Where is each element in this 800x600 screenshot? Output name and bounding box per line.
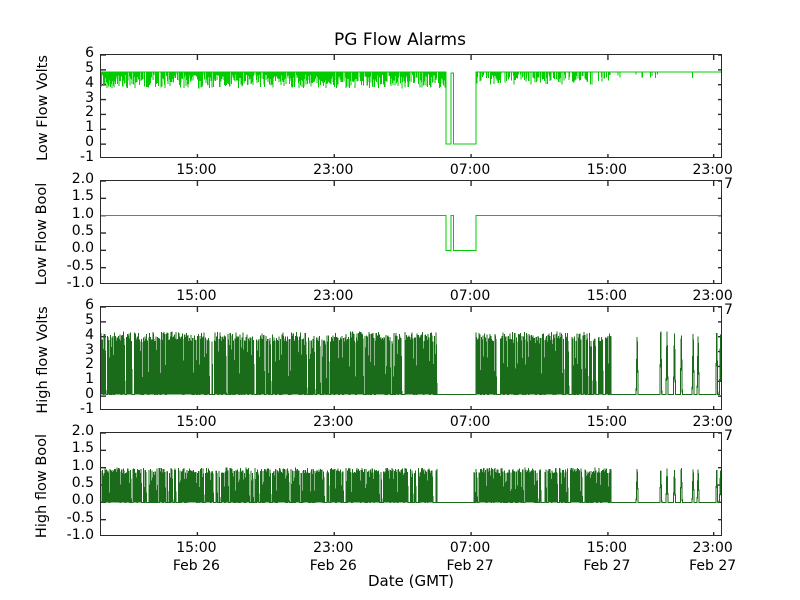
y-tick-label: 0.0 xyxy=(71,492,94,509)
y-tick-label: 5 xyxy=(85,59,94,76)
x-tick-time-label: 23:00 xyxy=(692,162,733,178)
x-tick-date-label: Feb 26 xyxy=(172,558,220,574)
y-tick-label: 2 xyxy=(85,104,94,121)
y-tick-label: -1.0 xyxy=(66,275,94,291)
y-tick-label: 6 xyxy=(85,297,94,313)
x-tick-time-label: 15:00 xyxy=(176,414,217,430)
y-tick-label: 4 xyxy=(85,74,94,91)
x-tick-time-label: 23:00 xyxy=(313,162,354,178)
subplot-low-flow-volts xyxy=(100,54,722,158)
y-tick-label: 2 xyxy=(85,356,94,373)
y-tick-label: 1.0 xyxy=(71,205,94,222)
x-tick-time-label: 15:00 xyxy=(586,414,628,430)
x-tick-time-label: 23:00 xyxy=(313,540,354,556)
x-tick-time-label: 23:00 xyxy=(692,540,733,556)
subplot-low-flow-bool xyxy=(100,180,722,284)
y-tick-label: 0.5 xyxy=(71,223,94,239)
subplot-high-flow-volts xyxy=(100,306,722,410)
y-tick-label: -1 xyxy=(80,401,94,417)
y-tick-label: 0.0 xyxy=(71,240,94,257)
y-tick-label: -1.0 xyxy=(66,527,94,543)
x-axis-label: Date (GMT) xyxy=(367,572,455,590)
y-tick-label: 0 xyxy=(85,386,94,403)
y-tick-label: 2.0 xyxy=(71,423,94,439)
x-tick-time-label: 23:00 xyxy=(313,414,354,430)
y-tick-label: -0.5 xyxy=(66,509,94,526)
y-tick-label: 1.5 xyxy=(71,440,94,457)
x-tick-time-label: 23:00 xyxy=(692,288,733,304)
x-tick-time-label: 07:00 xyxy=(449,540,491,556)
subplot-4-offset-text: 7 xyxy=(724,428,733,444)
x-tick-time-label: 15:00 xyxy=(586,162,628,178)
x-tick-date-label: Feb 27 xyxy=(689,558,737,574)
x-tick-time-label: 07:00 xyxy=(449,414,491,430)
subplot-3-offset-text: 7 xyxy=(724,302,733,318)
x-tick-time-label: 15:00 xyxy=(586,540,628,556)
x-tick-time-label: 15:00 xyxy=(176,162,217,178)
x-tick-time-label: 23:00 xyxy=(313,288,354,304)
x-tick-time-label: 07:00 xyxy=(449,162,491,178)
x-tick-time-label: 23:00 xyxy=(692,414,733,430)
y-tick-label: 1.0 xyxy=(71,457,94,474)
x-tick-time-label: 07:00 xyxy=(449,288,491,304)
y-tick-label: 3 xyxy=(85,89,94,106)
series-line xyxy=(101,71,721,145)
subplot-high-flow-bool xyxy=(100,432,722,536)
y-tick-label: 3 xyxy=(85,341,94,358)
series-line xyxy=(101,467,721,503)
x-tick-date-label: Feb 27 xyxy=(583,558,631,574)
x-tick-time-label: 15:00 xyxy=(586,288,628,304)
y-tick-label: 5 xyxy=(85,311,94,328)
series-line xyxy=(101,215,721,251)
y-tick-label: -1 xyxy=(80,149,94,165)
x-tick-date-label: Feb 27 xyxy=(446,558,494,574)
y-tick-label: 0 xyxy=(85,134,94,151)
x-tick-time-label: 15:00 xyxy=(176,540,217,556)
y-tick-label: 1.5 xyxy=(71,188,94,205)
y-tick-label: 1 xyxy=(85,371,94,388)
y-tick-label: 2.0 xyxy=(71,171,94,187)
y-tick-label: 6 xyxy=(85,45,94,61)
x-tick-time-label: 15:00 xyxy=(176,288,217,304)
subplot-2-offset-text: 7 xyxy=(724,176,733,192)
y-tick-label: 0.5 xyxy=(71,475,94,491)
y-tick-label: 4 xyxy=(85,326,94,343)
series-line xyxy=(101,331,721,396)
page-title: PG Flow Alarms xyxy=(334,30,466,50)
y-tick-label: -0.5 xyxy=(66,257,94,274)
y-tick-label: 1 xyxy=(85,119,94,136)
x-tick-date-label: Feb 26 xyxy=(309,558,357,574)
